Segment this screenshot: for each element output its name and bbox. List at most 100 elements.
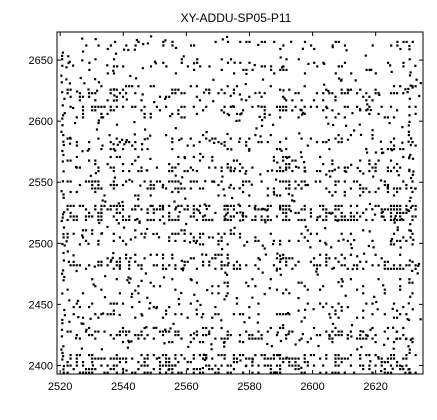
data-point (229, 215, 232, 218)
data-point (146, 364, 149, 367)
data-point (92, 283, 95, 286)
data-point (134, 236, 137, 239)
data-point (279, 260, 282, 263)
data-point (359, 170, 362, 173)
data-point (396, 229, 399, 232)
data-point (168, 330, 171, 333)
data-point (350, 335, 353, 338)
data-point (282, 155, 285, 159)
data-point (408, 105, 411, 108)
data-point (389, 159, 393, 162)
data-point (97, 121, 100, 125)
data-point (350, 247, 353, 250)
data-point (325, 243, 328, 246)
data-point (211, 292, 214, 295)
data-point (94, 163, 97, 166)
data-point (362, 337, 365, 340)
data-point (223, 264, 226, 267)
data-point (199, 303, 202, 307)
data-point (162, 44, 165, 47)
data-point (259, 135, 262, 138)
data-point (134, 141, 137, 144)
data-point (300, 232, 303, 235)
data-point (359, 354, 362, 357)
data-point (340, 232, 343, 235)
data-point (109, 208, 112, 211)
data-point (97, 218, 100, 222)
data-point (343, 92, 346, 95)
data-point (179, 182, 182, 185)
data-point (61, 213, 65, 216)
data-point (334, 116, 337, 119)
data-point (77, 316, 80, 319)
data-point (189, 361, 192, 364)
data-point (174, 239, 177, 242)
data-point (155, 166, 158, 169)
data-point (282, 208, 285, 211)
data-point (303, 371, 306, 374)
data-point (217, 313, 220, 316)
data-point (174, 354, 177, 357)
data-point (97, 264, 100, 267)
data-point (389, 354, 393, 357)
data-point (152, 285, 155, 288)
data-point (118, 330, 121, 333)
data-point (235, 361, 239, 364)
data-point (118, 92, 121, 95)
data-point (223, 298, 226, 301)
data-point (328, 313, 331, 316)
data-point (303, 218, 306, 222)
data-point (380, 361, 383, 364)
data-point (368, 163, 371, 166)
data-point (146, 218, 149, 222)
data-point (371, 337, 374, 340)
data-point (153, 60, 157, 63)
data-point (313, 47, 316, 51)
data-point (229, 58, 233, 61)
data-point (217, 243, 220, 246)
data-point (245, 170, 248, 173)
data-point (315, 264, 319, 267)
data-point (126, 346, 129, 349)
data-point (303, 161, 306, 164)
data-point (279, 339, 282, 343)
data-point (155, 232, 158, 235)
data-point (97, 137, 100, 140)
data-point (81, 204, 85, 207)
data-point (396, 163, 399, 166)
data-point (303, 105, 306, 108)
data-point (340, 65, 343, 68)
data-point (214, 267, 217, 270)
data-point (337, 112, 340, 115)
data-point (408, 120, 411, 123)
data-point (88, 354, 91, 357)
data-point (315, 141, 319, 144)
data-point (106, 225, 109, 228)
data-point (337, 364, 340, 367)
data-point (238, 119, 241, 122)
data-point (192, 211, 195, 214)
data-point (174, 166, 177, 169)
data-point (279, 170, 282, 173)
data-point (285, 208, 288, 211)
data-point (334, 326, 337, 330)
chart-title: XY-ADDU-SP05-P11 (181, 11, 292, 25)
data-point (69, 204, 72, 207)
data-point (171, 232, 174, 235)
data-point (257, 267, 260, 270)
data-point (399, 253, 402, 256)
data-point (312, 257, 316, 260)
data-point (140, 313, 143, 316)
data-point (322, 204, 325, 207)
data-point (414, 264, 417, 267)
data-point (115, 218, 118, 222)
data-point (331, 322, 335, 325)
data-point (334, 180, 337, 183)
data-point (91, 92, 94, 95)
data-point (272, 264, 275, 267)
data-point (402, 155, 405, 159)
data-point (68, 299, 71, 302)
data-point (169, 327, 172, 330)
data-point (205, 364, 208, 367)
data-point (331, 159, 334, 162)
